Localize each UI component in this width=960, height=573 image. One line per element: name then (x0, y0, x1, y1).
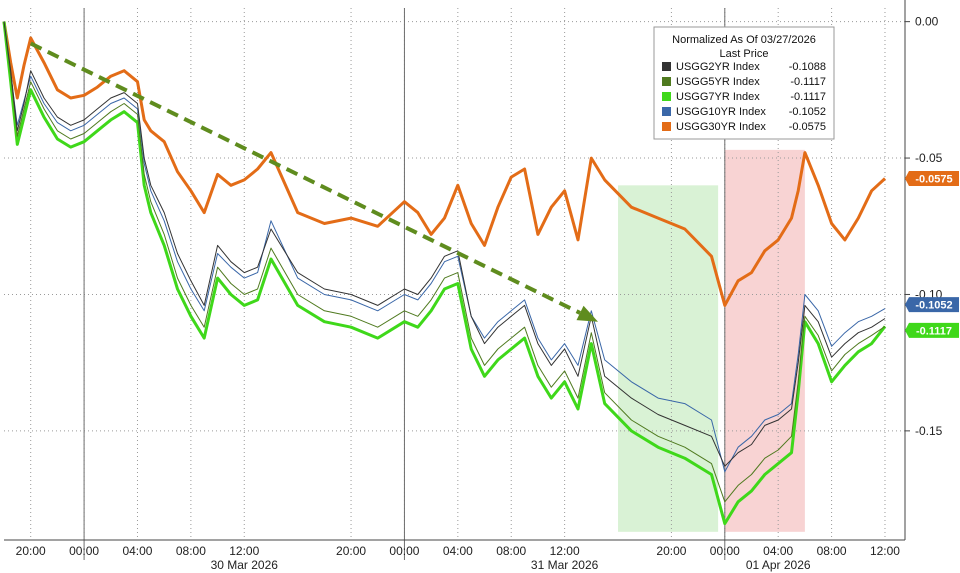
series-line-usgg2yr-index (3, 21, 886, 467)
series-line-usgg10yr-index (3, 21, 886, 473)
value-tag-bg-1 (905, 297, 959, 313)
legend-swatch-4 (662, 122, 671, 131)
value-tag-bg-2 (905, 322, 959, 338)
day-label-2: 01 Apr 2026 (746, 558, 811, 572)
y-tick-label-3: -0.15 (915, 424, 943, 438)
x-tick-label-9: 12:00 (550, 544, 580, 558)
legend-value-4: -0.0575 (789, 121, 826, 133)
value-tag-label-2: -0.1117 (916, 325, 952, 337)
trend-arrow-head (576, 305, 598, 322)
legend-swatch-2 (662, 92, 671, 101)
legend-box (653, 26, 835, 140)
value-tag-label-1: -0.1052 (915, 300, 952, 312)
x-tick-label-1: 00:00 (69, 544, 99, 558)
legend-value-0: -0.1088 (789, 61, 826, 73)
legend-value-3: -0.1052 (789, 106, 826, 118)
legend: Normalized As Of 03/27/2026 Last Price U… (653, 26, 835, 140)
x-tick-labels: 20:00 00:00 04:00 08:00 12:00 20:00 00:00 04:00… (16, 544, 901, 558)
x-tick-label-4: 12:00 (229, 544, 259, 558)
value-tag-bg-0 (905, 171, 959, 187)
legend-swatch-3 (662, 107, 671, 116)
shaded-region-0 (618, 185, 719, 532)
trend-arrow (29, 41, 598, 322)
x-tick-label-2: 04:00 (122, 544, 152, 558)
x-tick-label-11: 00:00 (710, 544, 740, 558)
shaded-regions (618, 149, 805, 532)
y-tick-label-1: -0.05 (915, 151, 943, 165)
legend-subtitle: Last Price (720, 48, 769, 60)
value-tags: -0.0575 -0.1052 -0.1117 (905, 171, 959, 338)
x-tick-label-0: 20:00 (16, 544, 46, 558)
legend-swatch-0 (662, 62, 671, 71)
x-tick-label-3: 08:00 (176, 544, 206, 558)
legend-title: Normalized As Of 03/27/2026 (672, 34, 816, 46)
series-line-usgg30yr-index (2, 21, 887, 307)
series-line-usgg7yr-index (2, 21, 887, 526)
x-tick-label-10: 20:00 (656, 544, 686, 558)
legend-items: USGG2YR Index -0.1088 USGG5YR Index -0.1117… (662, 61, 826, 133)
x-tick-label-8: 08:00 (496, 544, 526, 558)
x-tick-label-5: 20:00 (336, 544, 366, 558)
legend-label-3: USGG10YR Index (676, 106, 766, 118)
x-tick-label-6: 00:00 (389, 544, 419, 558)
series-layer (2, 21, 887, 526)
day-label-1: 31 Mar 2026 (531, 558, 599, 572)
legend-label-1: USGG5YR Index (676, 76, 760, 88)
y-tick-label-0: 0.00 (915, 15, 939, 29)
x-tick-label-14: 12:00 (870, 544, 900, 558)
day-labels: 30 Mar 2026 31 Mar 2026 01 Apr 2026 (211, 558, 811, 572)
axes (4, 0, 910, 541)
legend-label-0: USGG2YR Index (676, 61, 760, 73)
x-tick-label-13: 08:00 (817, 544, 847, 558)
legend-value-2: -0.1117 (790, 91, 826, 103)
x-tick-label-12: 04:00 (763, 544, 793, 558)
legend-swatch-1 (662, 77, 671, 86)
legend-label-2: USGG7YR Index (676, 91, 760, 103)
day-label-0: 30 Mar 2026 (211, 558, 279, 572)
value-tag-label-0: -0.0575 (915, 174, 952, 186)
x-tick-label-7: 04:00 (443, 544, 473, 558)
series-line-usgg5yr-index (3, 21, 886, 503)
trend-arrow-shaft (29, 41, 581, 315)
legend-value-1: -0.1117 (790, 76, 826, 88)
legend-label-4: USGG30YR Index (676, 121, 766, 133)
